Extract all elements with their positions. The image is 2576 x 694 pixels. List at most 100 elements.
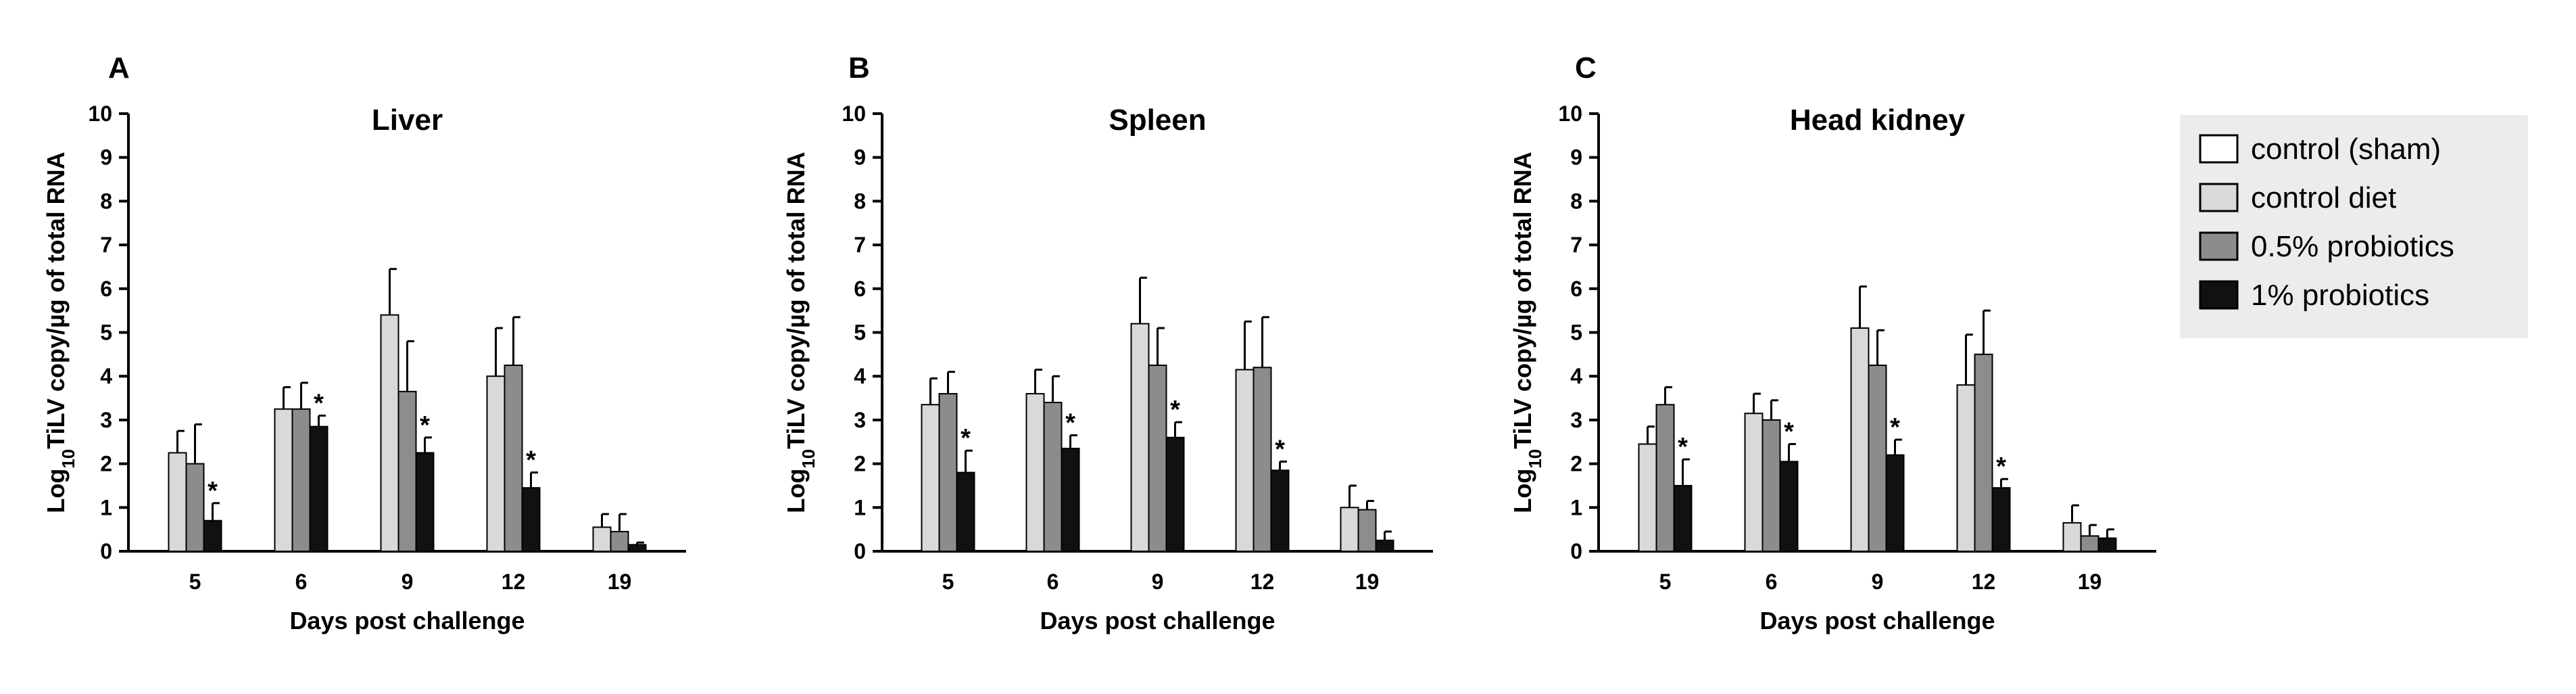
panel-letter: C <box>1575 51 1597 85</box>
bar-0-5-probiotics-day-9 <box>1868 365 1887 553</box>
bar-0-5-probiotics-day-9 <box>397 390 417 552</box>
x-tick-label: 9 <box>1872 570 1884 594</box>
bar-control-diet-day-12 <box>1235 369 1255 552</box>
legend: control (sham) control diet 0.5% probiot… <box>2180 115 2528 338</box>
bar-control-diet-day-19 <box>592 526 612 552</box>
legend-swatch-0-5-probiotics <box>2199 231 2239 261</box>
y-tick-label: 8 <box>854 189 866 213</box>
legend-label-control-diet: control diet <box>2251 181 2396 214</box>
bar-0-5-probiotics-day-12 <box>504 365 523 553</box>
significance-star: * <box>961 424 971 453</box>
chart-title: Head kidney <box>1790 103 1966 137</box>
y-tick-label: 10 <box>1558 101 1582 126</box>
y-axis-label-prefix: Log <box>1509 469 1536 513</box>
y-tick-label: 8 <box>1570 189 1582 213</box>
bar-control-diet-day-5 <box>1638 443 1657 552</box>
x-tick-label: 12 <box>1972 570 1996 594</box>
y-tick-label: 4 <box>854 364 866 388</box>
y-tick-label: 1 <box>100 495 112 519</box>
legend-label-1-probiotics: 1% probiotics <box>2251 279 2429 312</box>
y-axis-label-subscript: 10 <box>798 449 819 469</box>
bar-1-probiotics-day-19 <box>1375 539 1394 553</box>
significance-star: * <box>1678 433 1688 461</box>
y-tick-label: 7 <box>854 233 866 257</box>
x-tick-label: 9 <box>1152 570 1164 594</box>
legend-swatch-1-probiotics <box>2199 280 2239 310</box>
bar-0-5-probiotics-day-12 <box>1253 367 1272 552</box>
bar-control-diet-day-6 <box>1025 393 1045 553</box>
significance-star: * <box>1784 417 1794 446</box>
significance-star: * <box>1996 453 2006 481</box>
y-tick-label: 7 <box>100 233 112 257</box>
significance-star: * <box>314 389 324 417</box>
bar-1-probiotics-day-12 <box>521 487 541 552</box>
bar-0-5-probiotics-day-12 <box>1974 353 1993 552</box>
x-tick-label: 19 <box>1355 570 1380 594</box>
bar-0-5-probiotics-day-5 <box>1655 404 1675 552</box>
y-tick-label: 4 <box>100 364 112 388</box>
bar-1-probiotics-day-19 <box>2097 537 2117 553</box>
y-tick-label: 6 <box>854 277 866 301</box>
bar-1-probiotics-day-9 <box>1165 436 1185 553</box>
panel-letter: A <box>108 51 130 85</box>
bar-1-probiotics-day-5 <box>956 471 975 552</box>
bar-0-5-probiotics-day-6 <box>1761 419 1781 553</box>
bar-control-diet-day-19 <box>1340 507 1359 552</box>
bar-1-probiotics-day-6 <box>1061 447 1080 553</box>
y-tick-label: 2 <box>1570 452 1582 476</box>
bar-control-diet-day-5 <box>168 452 187 552</box>
bar-1-probiotics-day-19 <box>627 544 647 552</box>
y-tick-label: 3 <box>100 408 112 432</box>
significance-star: * <box>1275 435 1285 463</box>
x-tick-label: 19 <box>2078 570 2102 594</box>
y-tick-label: 2 <box>100 452 112 476</box>
bar-0-5-probiotics-day-19 <box>1357 509 1377 552</box>
y-tick-label: 3 <box>854 408 866 432</box>
significance-star: * <box>526 446 536 475</box>
bar-0-5-probiotics-day-9 <box>1148 365 1167 553</box>
x-axis-label: Days post challenge <box>1759 607 1995 634</box>
y-tick-label: 2 <box>854 452 866 476</box>
y-axis-label: Log10TiLV copy/µg of total RNA <box>42 152 78 513</box>
x-tick-label: 12 <box>502 570 526 594</box>
y-tick-label: 1 <box>854 495 866 519</box>
bar-control-diet-day-5 <box>921 404 940 552</box>
y-axis-label-subscript: 10 <box>58 449 78 469</box>
y-tick-label: 10 <box>842 101 866 126</box>
bar-1-probiotics-day-6 <box>309 425 329 552</box>
bar-1-probiotics-day-5 <box>1673 484 1693 553</box>
x-axis-label: Days post challenge <box>289 607 525 634</box>
legend-label-control-sham: control (sham) <box>2251 133 2441 166</box>
x-tick-label: 9 <box>402 570 414 594</box>
bar-control-diet-day-12 <box>1956 384 1976 553</box>
bar-1-probiotics-day-12 <box>1991 487 2011 552</box>
significance-star: * <box>208 477 218 505</box>
y-tick-label: 6 <box>1570 277 1582 301</box>
y-axis-label-subscript: 10 <box>1525 449 1545 469</box>
bar-0-5-probiotics-day-6 <box>1043 402 1063 553</box>
chart-title: Liver <box>372 103 443 137</box>
bar-control-diet-day-9 <box>1850 327 1870 552</box>
y-tick-label: 9 <box>1570 145 1582 170</box>
y-tick-label: 3 <box>1570 408 1582 432</box>
bar-control-diet-day-12 <box>486 375 506 552</box>
bar-1-probiotics-day-6 <box>1779 461 1799 552</box>
legend-label-0-5-probiotics: 0.5% probiotics <box>2251 230 2454 263</box>
significance-star: * <box>1170 396 1180 424</box>
y-tick-label: 6 <box>100 277 112 301</box>
bar-control-diet-day-6 <box>274 408 293 552</box>
bar-0-5-probiotics-day-19 <box>610 530 629 553</box>
x-tick-label: 5 <box>1659 570 1672 594</box>
y-tick-label: 4 <box>1570 364 1582 388</box>
y-tick-label: 1 <box>1570 495 1582 519</box>
x-axis-label: Days post challenge <box>1040 607 1275 634</box>
y-tick-label: 0 <box>854 539 866 563</box>
y-axis-label-suffix: TiLV copy/µg of total RNA <box>782 152 810 448</box>
y-tick-label: 5 <box>1570 321 1582 345</box>
y-axis-label-suffix: TiLV copy/µg of total RNA <box>42 152 70 448</box>
bar-control-diet-day-9 <box>1130 323 1150 552</box>
